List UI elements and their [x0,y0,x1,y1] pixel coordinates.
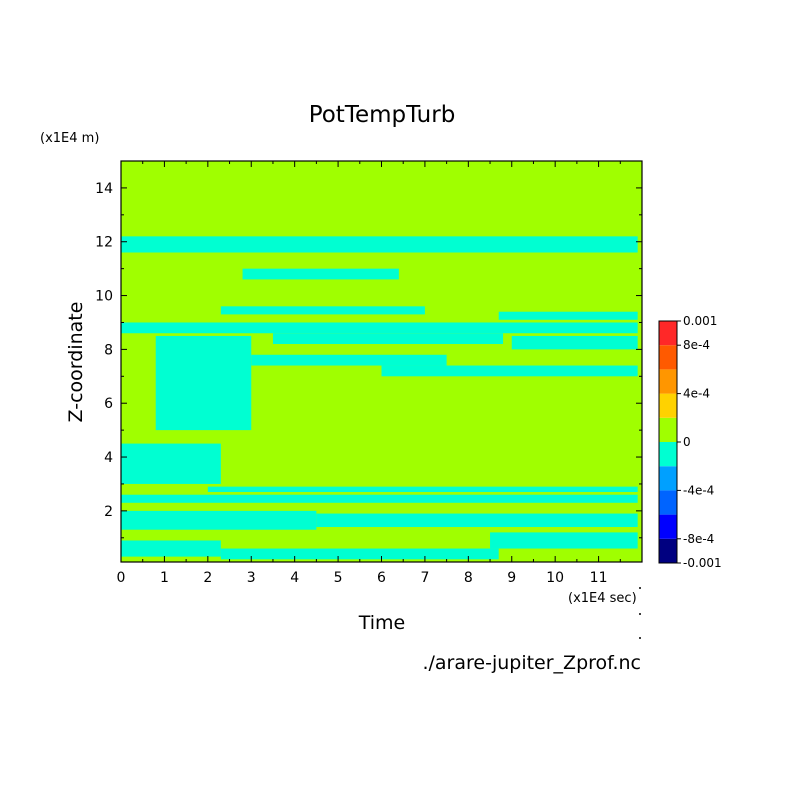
colorbar-tick-label: 0.001 [683,314,717,328]
corner-dots [639,587,641,639]
x-tick-label: 5 [334,570,343,586]
colorbar-swatch [659,345,677,370]
negative-region [251,354,447,366]
corner-dot [639,587,641,589]
colorbar-swatch [659,369,677,394]
negative-region [121,540,221,557]
colorbar-swatch [659,417,677,442]
colorbar-tick-label: -8e-4 [683,532,714,546]
colorbar-swatch [659,490,677,515]
corner-dot [639,613,641,615]
heatmap-plot-area [121,161,642,562]
negative-region [220,306,425,315]
y-tick-label: 10 [95,289,113,305]
colorbar-swatch [659,538,677,563]
y-axis-label: Z-coordinate [65,302,87,423]
negative-region [207,486,638,493]
negative-region [242,268,399,280]
y-unit-label: (x1E4 m) [40,131,99,146]
colorbar-tick-label: 4e-4 [683,387,710,401]
negative-region [490,532,638,549]
colorbar-swatch [659,321,677,346]
negative-region [121,236,638,253]
x-tick-label: 4 [290,570,299,586]
colorbar-tick-label: -0.001 [683,556,722,570]
colorbar-swatch [659,466,677,491]
y-tick-label: 8 [104,342,113,358]
x-axis-label: Time [358,612,406,634]
colorbar-swatch [659,514,677,539]
negative-region [511,335,638,350]
y-axis-ticks: 2 4 6 8 10 12 14 [95,160,642,539]
x-tick-label: 6 [377,570,386,586]
negative-region [272,333,504,345]
x-axis-ticks: 0 1 2 3 4 5 6 7 8 9 10 11 [117,161,621,586]
x-tick-label: 2 [203,570,212,586]
negative-region [121,494,638,503]
x-tick-label: 11 [590,570,608,586]
colorbar-tick-label: 0 [683,435,691,449]
colorbar-tick-label: -4e-4 [683,483,714,497]
y-tick-label: 6 [104,396,113,412]
x-tick-label: 10 [546,570,564,586]
colorbar-tick-label: 8e-4 [683,338,710,352]
negative-region [316,513,638,528]
x-tick-label: 1 [160,570,169,586]
negative-region [121,443,221,484]
colorbar-swatch [659,442,677,467]
x-tick-label: 8 [464,570,473,586]
corner-dot [639,637,641,639]
source-file-label: ./arare-jupiter_Zprof.nc [422,652,641,674]
y-tick-label: 12 [95,235,113,251]
negative-region [121,510,317,530]
negative-region [220,548,499,560]
negative-region [381,365,638,377]
x-tick-label: 0 [117,570,126,586]
negative-anomaly-regions [121,236,638,560]
x-tick-label: 9 [507,570,516,586]
y-tick-label: 14 [95,181,113,197]
negative-region [121,322,638,334]
x-tick-label: 7 [420,570,429,586]
negative-region [498,311,638,320]
negative-region [155,335,252,431]
chart-title: PotTempTurb [309,102,456,128]
y-tick-label: 2 [104,504,113,520]
colorbar: 0.001 8e-4 4e-4 0 -4e-4 -8e-4 -0.001 [658,314,722,570]
y-tick-label: 4 [104,450,113,466]
colorbar-swatch [659,393,677,418]
x-tick-label: 3 [247,570,256,586]
x-unit-label: (x1E4 sec) [568,591,637,606]
